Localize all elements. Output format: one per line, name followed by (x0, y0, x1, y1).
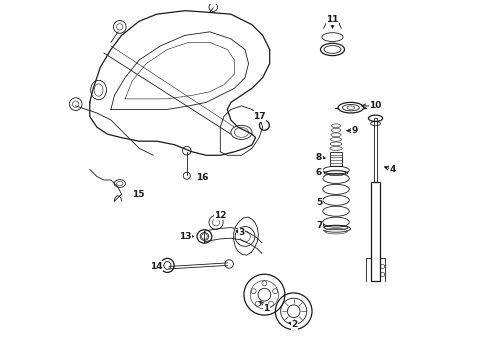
Text: 12: 12 (214, 211, 226, 220)
Bar (330, 152, 343, 166)
Text: 14: 14 (150, 262, 162, 271)
Text: 6: 6 (316, 168, 322, 177)
Text: 5: 5 (316, 198, 322, 207)
Bar (374, 118, 377, 182)
Text: 2: 2 (291, 320, 297, 329)
Text: 10: 10 (369, 102, 382, 111)
Text: 4: 4 (390, 165, 396, 174)
Text: 16: 16 (196, 173, 208, 182)
Text: 11: 11 (326, 15, 339, 24)
Bar (371, 182, 380, 280)
Text: 15: 15 (132, 190, 145, 199)
Text: 8: 8 (316, 153, 322, 162)
Text: 17: 17 (253, 112, 266, 121)
Text: 1: 1 (263, 304, 270, 313)
Text: 3: 3 (238, 229, 245, 238)
Circle shape (260, 120, 270, 130)
Text: 7: 7 (316, 221, 322, 230)
Text: 13: 13 (179, 232, 191, 241)
Text: 9: 9 (351, 126, 358, 135)
